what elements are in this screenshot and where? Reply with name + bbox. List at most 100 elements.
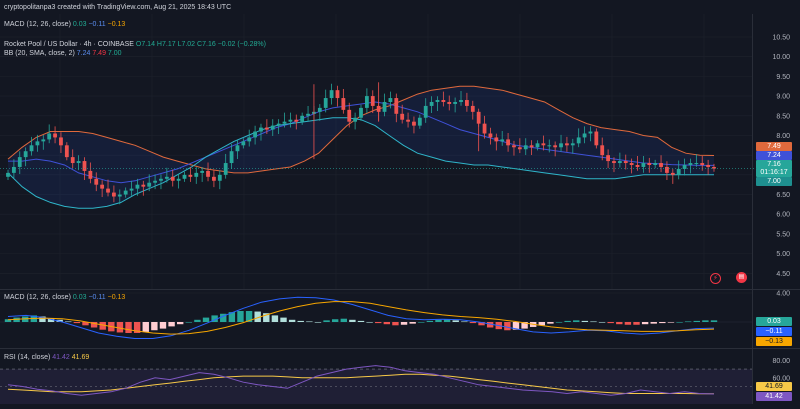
- candle-body: [288, 119, 293, 122]
- candle-body: [194, 172, 199, 177]
- macd-histogram-bar: [159, 322, 167, 329]
- candle-body: [217, 174, 222, 181]
- ohlc-close: C7.16: [197, 41, 216, 48]
- candle-body: [70, 157, 75, 164]
- candle-body: [76, 161, 81, 164]
- macd-histogram: [4, 311, 718, 333]
- top-macd-legend[interactable]: MACD (12, 26, close) 0.03 −0.11 −0.13: [4, 20, 125, 29]
- macd-legend[interactable]: MACD (12, 26, close) 0.03 −0.11 −0.13: [4, 293, 125, 302]
- candle-body: [465, 100, 469, 106]
- candle-body: [206, 170, 210, 177]
- macd-histogram-bar: [47, 318, 55, 322]
- chart-caption: cryptopolitanpa3 created with TradingVie…: [4, 4, 232, 11]
- candle-body: [700, 163, 705, 165]
- candle-body: [300, 115, 305, 122]
- candle-body: [382, 101, 387, 112]
- macd-histogram-bar: [13, 317, 20, 322]
- candle-body: [617, 161, 622, 164]
- macd-histogram-bar: [443, 319, 451, 322]
- macd-pane: [0, 296, 752, 339]
- candle-body: [106, 188, 110, 193]
- macd-hist-tag: 0.03: [756, 317, 792, 326]
- lightning-icon[interactable]: ⚡: [710, 273, 721, 284]
- candle-body: [559, 143, 563, 148]
- candle-body: [112, 192, 116, 197]
- macd-histogram-bar: [383, 322, 391, 325]
- candle-body: [682, 165, 687, 169]
- candle-body: [659, 163, 663, 167]
- macd-histogram-bar: [297, 320, 304, 322]
- macd-histogram-bar: [702, 320, 709, 322]
- candle-body: [359, 107, 363, 118]
- macd-histogram-bar: [435, 319, 442, 322]
- macd-histogram-bar: [357, 320, 365, 322]
- candle-body: [164, 176, 169, 179]
- macd-signal-line: [7, 301, 715, 335]
- candle-body: [182, 174, 187, 179]
- last-price-tag: 7.16: [756, 160, 792, 169]
- macd-histogram-bar: [340, 318, 347, 322]
- candle-body: [241, 141, 246, 146]
- bb-legend[interactable]: BB (20, SMA, close, 2) 7.24 7.49 7.00: [4, 49, 122, 58]
- price-tick-label: 6.50: [776, 192, 790, 199]
- candle-body: [306, 113, 310, 116]
- candle-body: [594, 131, 599, 146]
- candle-body: [447, 101, 452, 104]
- macd-hist-value: 0.03: [72, 294, 87, 301]
- candle-body: [212, 176, 216, 181]
- bb-upper-price-tag: 7.49: [756, 142, 792, 151]
- ohlc-low: L7.02: [177, 41, 196, 48]
- symbol-legend[interactable]: Rocket Pool / US Dollar · 4h · COINBASE …: [4, 40, 266, 49]
- candle-body: [506, 139, 510, 146]
- candle-body: [335, 90, 340, 99]
- macd-line-tag: −0.11: [756, 327, 792, 336]
- candle-body: [635, 165, 640, 167]
- candle-body: [276, 123, 281, 126]
- candle-body: [341, 98, 346, 110]
- macd-histogram-bar: [538, 322, 546, 326]
- rsi-legend[interactable]: RSI (14, close) 41.42 41.69: [4, 353, 89, 362]
- candle-body: [188, 174, 193, 177]
- bollinger-band-fill: [8, 86, 714, 209]
- macd-histogram-bar: [547, 322, 554, 324]
- candle-body: [59, 137, 63, 146]
- candle-body: [159, 178, 163, 181]
- macd-histogram-bar: [202, 317, 210, 322]
- macd-histogram-bar: [607, 322, 614, 324]
- macd-histogram-bar: [125, 322, 132, 333]
- candle-body: [429, 101, 434, 106]
- candle-body: [488, 133, 493, 138]
- macd-histogram-bar: [263, 313, 270, 322]
- top-macd-signal-value: −0.13: [107, 21, 126, 28]
- candle-body: [423, 105, 428, 118]
- calendar-icon[interactable]: ▤: [736, 272, 747, 283]
- candle-body: [153, 180, 157, 183]
- candle-body: [647, 163, 652, 165]
- candle-body: [370, 96, 375, 106]
- macd-histogram-bar: [624, 322, 632, 325]
- macd-histogram-bar: [633, 322, 640, 325]
- candle-body: [235, 145, 240, 152]
- macd-histogram-bar: [616, 322, 623, 325]
- candle-body: [570, 143, 575, 146]
- macd-histogram-bar: [271, 315, 279, 322]
- macd-histogram-bar: [314, 322, 322, 323]
- rsi-tick-label: 80.00: [772, 358, 790, 365]
- candle-body: [500, 139, 505, 142]
- candle-body: [623, 161, 628, 164]
- candle-body: [6, 172, 10, 177]
- macd-histogram-bar: [280, 317, 287, 322]
- macd-histogram-bar: [306, 321, 313, 323]
- candle-body: [200, 170, 205, 173]
- macd-histogram-bar: [366, 322, 373, 323]
- rsi-label: RSI (14, close): [4, 354, 51, 361]
- candle-body: [229, 151, 234, 164]
- rsi-ma-tag: 41.69: [756, 382, 792, 391]
- candle-body: [553, 145, 558, 148]
- candle-body: [253, 131, 257, 138]
- candle-body: [11, 166, 16, 173]
- rsi-tag: 41.42: [756, 392, 792, 401]
